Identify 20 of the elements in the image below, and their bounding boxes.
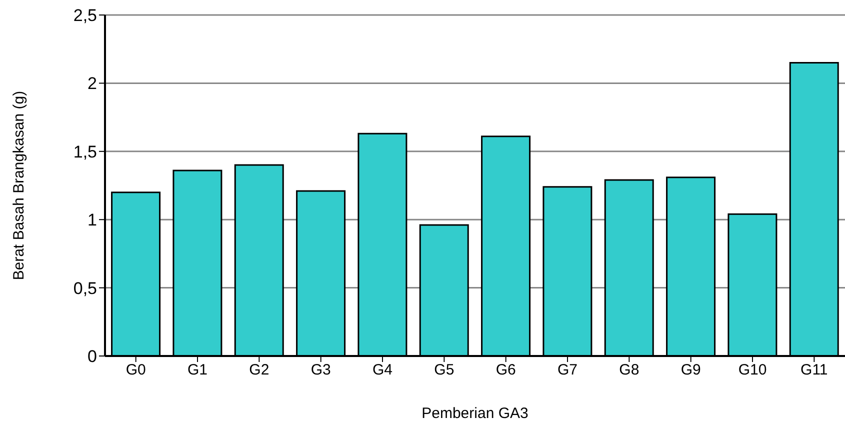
x-tick-label: G11 (800, 362, 828, 379)
x-tick-label: G2 (249, 362, 270, 379)
x-tick-label: G3 (310, 362, 331, 379)
x-tick-label: G0 (126, 362, 146, 379)
y-tick-label: 2 (88, 74, 97, 94)
x-tick-label: G9 (680, 362, 701, 379)
x-tick-label: G5 (434, 362, 454, 379)
x-axis-title: Pemberian GA3 (422, 405, 528, 422)
y-tick-label: 0,5 (73, 278, 97, 298)
y-axis-title: Berat Basah Brangkasan (g) (10, 90, 28, 280)
y-tick-label: 1,5 (73, 142, 97, 162)
x-tick-label: G8 (619, 362, 640, 379)
y-tick-label: 0 (88, 347, 97, 366)
x-tick-label: G7 (557, 362, 578, 379)
x-tick-label: G6 (496, 362, 516, 379)
x-tick-label: G10 (738, 362, 767, 379)
y-tick-label: 1 (88, 210, 97, 230)
y-tick-label: 2,5 (73, 6, 97, 26)
x-tick-label: G1 (187, 362, 208, 379)
x-tick-label: G4 (372, 362, 393, 379)
